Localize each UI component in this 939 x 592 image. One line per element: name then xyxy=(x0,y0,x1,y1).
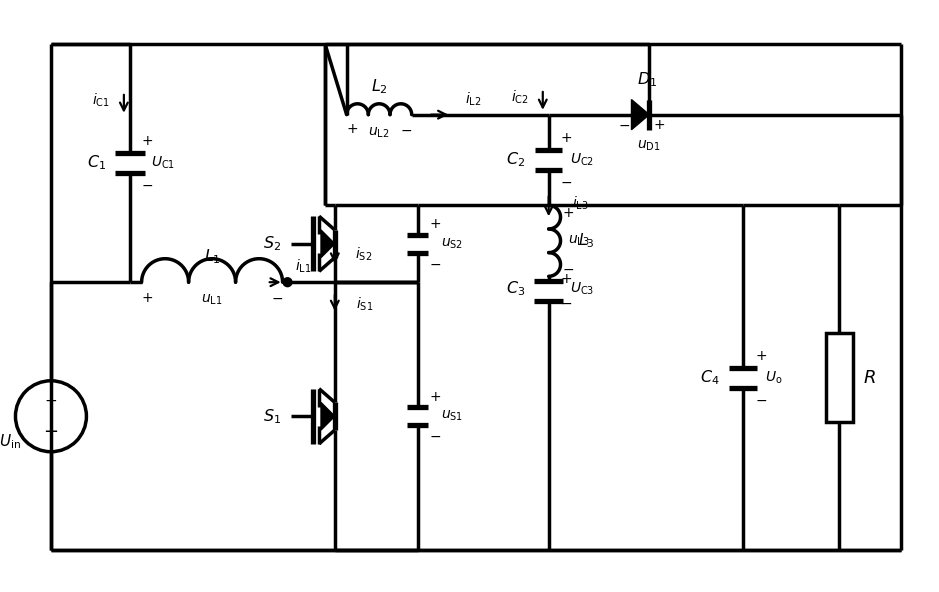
Text: $u_{\rm S1}$: $u_{\rm S1}$ xyxy=(441,409,464,423)
Text: $i_{\rm L1}$: $i_{\rm L1}$ xyxy=(295,258,312,275)
Polygon shape xyxy=(321,403,335,430)
Polygon shape xyxy=(321,230,335,258)
Text: $+$: $+$ xyxy=(44,395,57,410)
Text: $-$: $-$ xyxy=(561,175,573,189)
Text: $i_{\rm L2}$: $i_{\rm L2}$ xyxy=(465,90,481,108)
Text: $+$: $+$ xyxy=(429,217,441,231)
Text: $C_1$: $C_1$ xyxy=(87,153,106,172)
Text: $+$: $+$ xyxy=(346,123,359,136)
Text: $i_{\rm S2}$: $i_{\rm S2}$ xyxy=(355,246,372,263)
Text: $i_{\rm C2}$: $i_{\rm C2}$ xyxy=(511,88,529,105)
Text: $+$: $+$ xyxy=(561,131,573,145)
Text: $L_3$: $L_3$ xyxy=(578,231,594,250)
Text: $u_{\rm S2}$: $u_{\rm S2}$ xyxy=(441,237,464,251)
Text: $i_{\rm S1}$: $i_{\rm S1}$ xyxy=(357,295,374,313)
Text: $-$: $-$ xyxy=(429,256,441,271)
Text: $u_{\rm L3}$: $u_{\rm L3}$ xyxy=(568,234,590,248)
Text: $+$: $+$ xyxy=(142,134,154,148)
Text: $U_{\rm o}$: $U_{\rm o}$ xyxy=(764,369,782,386)
Text: $-$: $-$ xyxy=(429,429,441,443)
Text: $+$: $+$ xyxy=(755,349,766,363)
Text: $-$: $-$ xyxy=(618,117,630,131)
Text: $C_4$: $C_4$ xyxy=(700,368,719,387)
Text: $-$: $-$ xyxy=(562,262,575,275)
Text: $S_1$: $S_1$ xyxy=(264,407,282,426)
Text: $+$: $+$ xyxy=(653,117,665,131)
Text: $+$: $+$ xyxy=(561,272,573,287)
Text: $+$: $+$ xyxy=(562,206,575,220)
Text: $-$: $-$ xyxy=(270,291,283,305)
Text: $-$: $-$ xyxy=(43,421,58,439)
Text: $-$: $-$ xyxy=(561,296,573,310)
Text: $i_{\rm C1}$: $i_{\rm C1}$ xyxy=(92,91,110,108)
Text: $L_1$: $L_1$ xyxy=(204,247,221,266)
Text: $U_{\rm C2}$: $U_{\rm C2}$ xyxy=(570,152,594,168)
Text: $S_2$: $S_2$ xyxy=(264,234,282,253)
Text: $-$: $-$ xyxy=(755,392,766,407)
Text: $R$: $R$ xyxy=(863,369,875,387)
Polygon shape xyxy=(632,99,649,130)
Text: $U_{\rm C1}$: $U_{\rm C1}$ xyxy=(151,155,176,171)
Text: $L_2$: $L_2$ xyxy=(371,78,388,96)
Text: $C_2$: $C_2$ xyxy=(506,150,525,169)
Bar xyxy=(825,333,854,422)
Text: $C_3$: $C_3$ xyxy=(506,280,525,298)
Circle shape xyxy=(283,278,292,287)
Text: $i_{\rm L3}$: $i_{\rm L3}$ xyxy=(573,195,589,212)
Text: $U_{\rm in}$: $U_{\rm in}$ xyxy=(0,433,22,451)
Text: $+$: $+$ xyxy=(429,390,441,404)
Text: $+$: $+$ xyxy=(142,291,154,305)
Text: $u_{\rm L2}$: $u_{\rm L2}$ xyxy=(368,125,390,140)
Text: $u_{\rm D1}$: $u_{\rm D1}$ xyxy=(638,139,661,153)
Text: $-$: $-$ xyxy=(142,178,154,192)
Text: $u_{\rm L1}$: $u_{\rm L1}$ xyxy=(201,292,223,307)
Text: $D_1$: $D_1$ xyxy=(637,71,657,89)
Text: $U_{\rm C3}$: $U_{\rm C3}$ xyxy=(570,281,594,297)
Text: $-$: $-$ xyxy=(400,123,412,136)
